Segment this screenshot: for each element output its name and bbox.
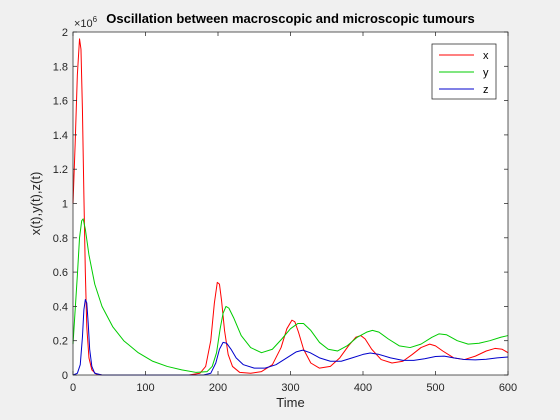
y-tick-label: 2 xyxy=(62,27,68,39)
series-line-x xyxy=(72,38,509,376)
x-tick-label: 200 xyxy=(209,382,227,394)
chart-title: Oscillation between macroscopic and micr… xyxy=(106,11,474,26)
x-axis-label: Time xyxy=(276,395,304,410)
y-tick-label: 0.4 xyxy=(53,301,68,313)
y-tick-label: 1.2 xyxy=(53,164,68,176)
y-tick-label: 1 xyxy=(62,199,68,211)
x-tick-label: 600 xyxy=(499,382,517,394)
y-tick-label: 0.2 xyxy=(53,336,68,348)
x-tick-label: 100 xyxy=(136,382,154,394)
legend: xyz xyxy=(431,43,497,100)
y-tick-label: 0.8 xyxy=(53,233,68,245)
y-tick-label: 0 xyxy=(62,370,68,382)
y-exponent-label: ×106 xyxy=(74,15,98,30)
y-axis-label: x(t),y(t),z(t) xyxy=(28,172,43,236)
x-ticks: 0 100 200 300 400 500 600 xyxy=(70,32,517,394)
x-tick-label: 500 xyxy=(426,382,444,394)
x-tick-label: 300 xyxy=(281,382,299,394)
legend-label-z: z xyxy=(483,84,489,96)
plot-lines xyxy=(72,38,509,376)
y-tick-label: 1.4 xyxy=(53,130,68,142)
y-tick-label: 1.8 xyxy=(53,61,68,73)
legend-label-x: x xyxy=(483,50,489,62)
y-tick-label: 1.6 xyxy=(53,96,68,108)
x-tick-label: 400 xyxy=(354,382,372,394)
y-tick-label: 0.6 xyxy=(53,267,68,279)
legend-label-y: y xyxy=(483,67,489,79)
x-tick-label: 0 xyxy=(70,382,76,394)
series-line-z xyxy=(72,299,509,376)
series-line-y xyxy=(72,218,509,373)
y-ticks: 0 0.2 0.4 0.6 0.8 1 1.2 1.4 1.6 1.8 2 xyxy=(53,27,508,382)
